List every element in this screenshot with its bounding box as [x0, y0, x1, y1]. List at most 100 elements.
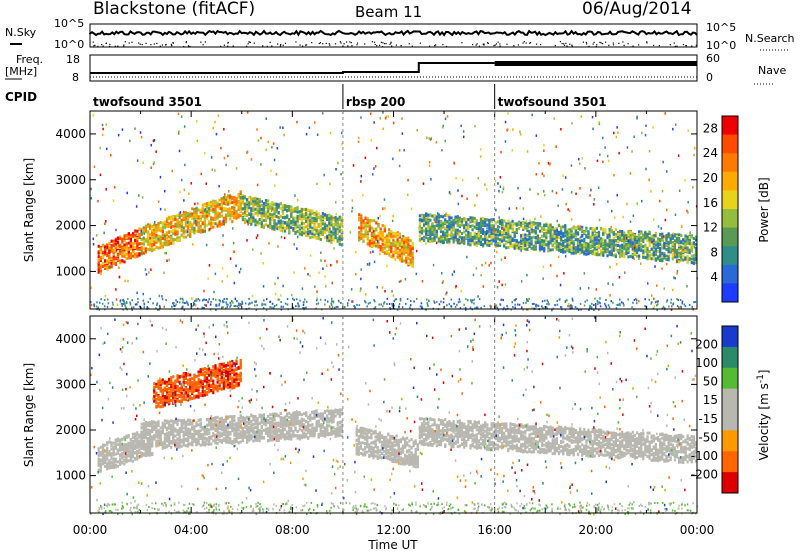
- noise-cell: [486, 188, 488, 191]
- data-cell: [583, 243, 586, 247]
- data-cell: [686, 237, 689, 241]
- data-cell: [467, 240, 470, 244]
- ground-scatter-cell: [469, 306, 472, 309]
- data-cell: [463, 240, 466, 244]
- data-cell: [652, 251, 655, 255]
- noise-cell: [398, 280, 401, 284]
- data-cell: [585, 248, 588, 252]
- data-cell: [168, 222, 171, 226]
- noise-cell: [140, 229, 143, 233]
- data-cell: [675, 252, 679, 256]
- data-cell: [456, 241, 459, 245]
- data-cell: [612, 230, 615, 234]
- data-cell: [195, 229, 198, 233]
- data-cell: [694, 256, 698, 260]
- noise-cell: [140, 135, 143, 139]
- noise-cell: [538, 162, 540, 165]
- data-cell: [283, 204, 287, 208]
- noise-cell: [296, 247, 298, 250]
- ground-scatter-cell: [586, 299, 588, 302]
- data-cell: [142, 230, 145, 234]
- data-cell: [473, 220, 476, 224]
- data-cell: [153, 236, 156, 240]
- data-cell: [467, 226, 470, 230]
- data-cell: [522, 241, 525, 245]
- data-cell: [405, 237, 408, 241]
- data-cell: [155, 235, 158, 239]
- data-cell: [153, 223, 156, 227]
- data-cell: [277, 211, 280, 215]
- noise-cell: [314, 285, 316, 288]
- data-cell: [260, 213, 263, 217]
- noise-cell: [560, 128, 562, 131]
- data-cell: [446, 220, 449, 224]
- data-cell: [273, 215, 276, 219]
- data-cell: [140, 227, 143, 231]
- data-cell: [116, 236, 120, 240]
- data-cell: [494, 245, 497, 249]
- data-cell: [170, 235, 173, 239]
- data-cell: [101, 265, 105, 268]
- data-cell: [182, 214, 185, 218]
- data-cell: [665, 237, 668, 240]
- noise-cell: [612, 283, 614, 286]
- data-cell: [319, 228, 322, 232]
- noise-cell: [379, 252, 381, 256]
- data-cell: [229, 199, 232, 202]
- ground-scatter-cell: [374, 300, 376, 303]
- data-cell: [403, 238, 406, 242]
- data-cell: [123, 237, 126, 241]
- nsearch-point: [305, 44, 308, 46]
- data-cell: [328, 214, 331, 218]
- nsearch-point: [350, 42, 352, 44]
- data-cell: [621, 254, 624, 258]
- data-cell: [409, 245, 412, 248]
- noise-cell: [692, 246, 694, 249]
- noise-cell: [568, 302, 570, 306]
- data-cell: [180, 225, 183, 228]
- data-cell: [258, 200, 261, 204]
- data-cell: [530, 225, 533, 229]
- data-cell: [545, 224, 548, 228]
- data-cell: [650, 238, 653, 242]
- noise-cell: [226, 275, 229, 278]
- data-cell: [429, 213, 432, 217]
- data-cell: [172, 232, 175, 236]
- data-cell: [433, 238, 436, 242]
- noise-cell: [324, 275, 326, 278]
- noise-cell: [555, 191, 558, 195]
- noise-cell: [657, 225, 660, 228]
- data-cell: [127, 235, 130, 238]
- noise-cell: [384, 207, 386, 210]
- nsearch-point: [253, 42, 255, 44]
- nsearch-point: [499, 45, 501, 47]
- data-cell: [296, 217, 299, 221]
- data-cell: [458, 219, 461, 223]
- nsearch-point: [299, 44, 301, 46]
- data-cell: [435, 235, 438, 239]
- noise-cell: [526, 150, 529, 153]
- data-cell: [201, 209, 204, 213]
- data-cell: [629, 254, 632, 258]
- data-cell: [509, 221, 512, 225]
- data-cell: [121, 248, 124, 252]
- data-cell: [252, 199, 255, 203]
- data-cell: [184, 213, 187, 217]
- nsearch-point: [569, 43, 571, 45]
- data-cell: [300, 226, 303, 230]
- data-cell: [623, 237, 626, 241]
- data-cell: [203, 211, 206, 215]
- ground-scatter-cell: [237, 306, 240, 309]
- data-cell: [178, 236, 181, 240]
- nsearch-point: [497, 41, 499, 43]
- ground-scatter-cell: [545, 306, 548, 309]
- data-cell: [101, 250, 105, 254]
- noise-cell: [280, 235, 283, 239]
- data-cell: [326, 239, 329, 243]
- nsearch-point: [227, 45, 229, 47]
- data-cell: [526, 234, 529, 238]
- noise-cell: [560, 242, 562, 245]
- ground-scatter-cell: [443, 297, 445, 300]
- noise-cell: [178, 130, 180, 133]
- nsearch-point: [204, 41, 206, 43]
